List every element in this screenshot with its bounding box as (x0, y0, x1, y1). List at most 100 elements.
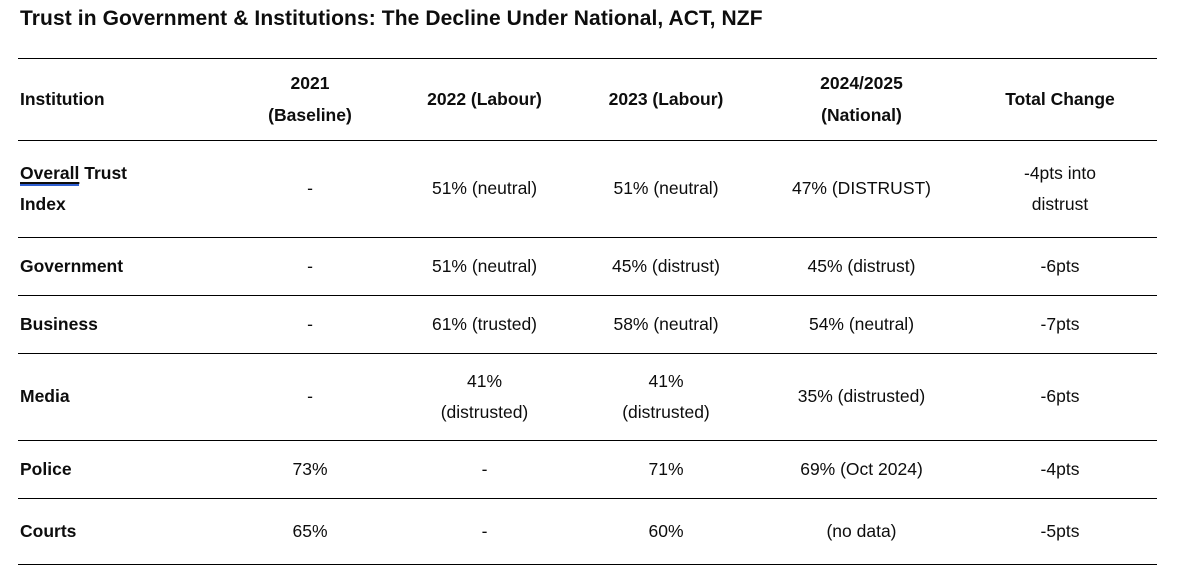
cell-line: (no data) (826, 520, 897, 541)
cell-line: - (307, 255, 313, 276)
cell-line: Police (20, 458, 72, 479)
cell-2021: - (223, 237, 397, 297)
cell-line: - (307, 386, 313, 407)
column-header-2023: 2023 (Labour) (572, 58, 760, 142)
page-title: Trust in Government & Institutions: The … (20, 7, 763, 30)
cell-institution: Government (18, 237, 223, 297)
cell-line: 69% (Oct 2024) (800, 458, 923, 479)
cell-line: 51% (neutral) (431, 255, 538, 276)
cell-line: 65% (292, 520, 328, 541)
cell-2024-2025: 47% (DISTRUST) (760, 140, 963, 239)
cell-2023: 41% (distrusted) (572, 353, 760, 442)
header-line: 2023 (Labour) (608, 88, 724, 109)
cell-2021: 73% (223, 440, 397, 500)
cell-2023: 71% (572, 440, 760, 500)
cell-total-change: -5pts (963, 498, 1157, 566)
grammar-flagged-word[interactable]: Overall (20, 162, 80, 186)
cell-2022: 51% (neutral) (397, 237, 572, 297)
column-header-2024-2025: 2024/2025 (National) (760, 58, 963, 142)
cell-institution: Business (18, 295, 223, 355)
trust-table: Institution 2021 (Baseline) 2022 (Labour… (18, 58, 1157, 566)
cell-2021: - (223, 140, 397, 239)
cell-2024-2025: 69% (Oct 2024) (760, 440, 963, 500)
cell-2023: 45% (distrust) (572, 237, 760, 297)
cell-line: Courts (20, 520, 77, 541)
cell-institution: Police (18, 440, 223, 500)
cell-2021: 65% (223, 498, 397, 566)
table-row-overall-trust-index: Overall Trust Index - 51% (neutral) 51% … (18, 140, 1157, 239)
cell-total-change: -7pts (963, 295, 1157, 355)
cell-line: (distrusted) (440, 402, 529, 423)
cell-line: (distrusted) (622, 402, 710, 423)
cell-line: 51% (neutral) (613, 178, 719, 199)
table-row-government: Government - 51% (neutral) 45% (distrust… (18, 237, 1157, 297)
cell-line: -6pts (1040, 255, 1080, 276)
cell-2021: - (223, 353, 397, 442)
cell-2024-2025: 54% (neutral) (760, 295, 963, 355)
cell-line: 35% (distrusted) (797, 386, 926, 407)
cell-line: -7pts (1040, 313, 1080, 334)
cell-total-change: -4pts (963, 440, 1157, 500)
column-header-2022: 2022 (Labour) (397, 58, 572, 142)
header-line: (National) (821, 104, 902, 125)
cell-2024-2025: 35% (distrusted) (760, 353, 963, 442)
column-header-2021: 2021 (Baseline) (223, 58, 397, 142)
cell-2024-2025: 45% (distrust) (760, 237, 963, 297)
table-row-police: Police 73% - 71% 69% (Oct 2024) -4pts (18, 440, 1157, 500)
cell-line: 71% (648, 458, 684, 479)
header-line: (Baseline) (268, 104, 352, 125)
cell-line: 45% (distrust) (807, 255, 916, 276)
cell-2021: - (223, 295, 397, 355)
cell-2023: 58% (neutral) (572, 295, 760, 355)
cell-line: -4pts into (1024, 162, 1096, 183)
cell-line: Overall Trust (20, 158, 217, 190)
table-row-business: Business - 61% (trusted) 58% (neutral) 5… (18, 295, 1157, 355)
cell-line: - (307, 178, 313, 199)
cell-2022: 41% (distrusted) (397, 353, 572, 442)
cell-2022: - (397, 498, 572, 566)
column-header-institution: Institution (18, 58, 223, 142)
header-line: Institution (20, 88, 105, 109)
cell-line: 51% (neutral) (431, 178, 538, 199)
cell-line: -5pts (1040, 520, 1080, 541)
cell-line: 47% (DISTRUST) (791, 178, 932, 199)
cell-total-change: -4pts into distrust (963, 140, 1157, 239)
cell-line: Media (20, 386, 70, 407)
cell-2022: - (397, 440, 572, 500)
cell-line: - (307, 313, 313, 334)
header-line: 2022 (Labour) (427, 88, 542, 109)
cell-line: distrust (1031, 194, 1089, 215)
cell-2022: 61% (trusted) (397, 295, 572, 355)
column-header-total-change: Total Change (963, 58, 1157, 142)
cell-institution: Courts (18, 498, 223, 566)
cell-line: 54% (neutral) (808, 313, 915, 334)
table-row-media: Media - 41% (distrusted) 41% (distrusted… (18, 353, 1157, 442)
header-line: Total Change (1005, 88, 1115, 109)
cell-line: - (481, 520, 488, 541)
cell-institution: Media (18, 353, 223, 442)
cell-total-change: -6pts (963, 353, 1157, 442)
cell-2023: 60% (572, 498, 760, 566)
cell-text: Trust (79, 162, 128, 183)
cell-line: - (481, 458, 488, 479)
cell-line: -6pts (1040, 386, 1080, 407)
header-row: Institution 2021 (Baseline) 2022 (Labour… (18, 58, 1157, 142)
cell-line: 45% (distrust) (612, 255, 720, 276)
cell-2023: 51% (neutral) (572, 140, 760, 239)
cell-line: 61% (trusted) (431, 313, 538, 334)
document-page: Trust in Government & Institutions: The … (18, 7, 1157, 566)
cell-line: Business (20, 313, 98, 334)
cell-institution: Overall Trust Index (18, 140, 223, 239)
header-line: 2021 (290, 73, 330, 94)
cell-line: Government (20, 255, 124, 276)
cell-line: 60% (648, 520, 684, 541)
cell-line: Index (20, 194, 66, 215)
cell-2024-2025: (no data) (760, 498, 963, 566)
cell-2022: 51% (neutral) (397, 140, 572, 239)
cell-line: 58% (neutral) (613, 313, 719, 334)
table-row-courts: Courts 65% - 60% (no data) -5pts (18, 498, 1157, 566)
cell-line: 73% (292, 458, 328, 479)
cell-total-change: -6pts (963, 237, 1157, 297)
cell-line: -4pts (1040, 458, 1080, 479)
cell-line: 41% (466, 370, 503, 391)
